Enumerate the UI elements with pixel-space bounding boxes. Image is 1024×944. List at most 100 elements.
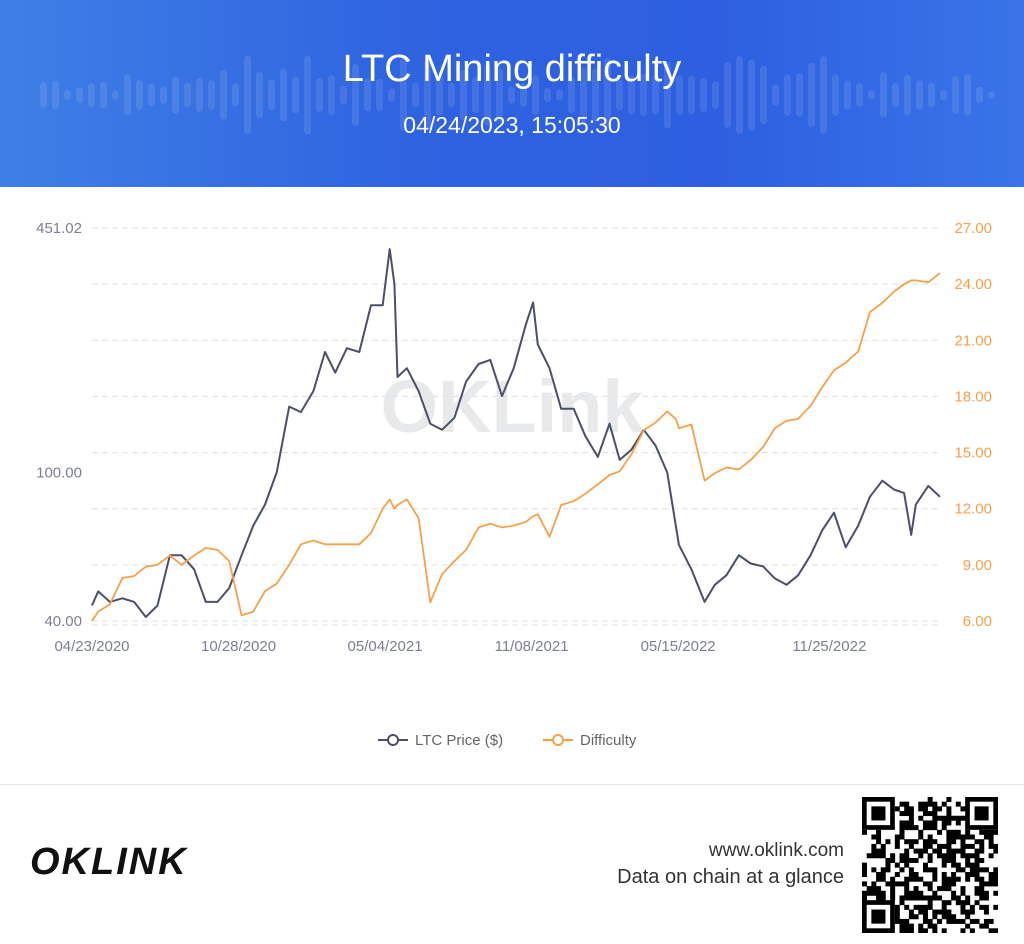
qr-module <box>937 909 943 915</box>
qr-module <box>894 834 900 840</box>
qr-module <box>965 895 971 901</box>
qr-module <box>880 876 886 882</box>
qr-module <box>941 914 947 920</box>
qr-module <box>871 853 877 859</box>
x-tick-label: 10/28/2020 <box>201 638 276 655</box>
qr-module <box>946 829 952 835</box>
decorative-bar <box>520 83 527 107</box>
qr-module <box>918 834 924 840</box>
qr-module <box>993 829 998 835</box>
decorative-bar <box>220 70 227 120</box>
qr-module <box>899 853 905 859</box>
decorative-bar <box>568 76 575 114</box>
decorative-bar <box>232 83 239 107</box>
qr-module <box>908 806 914 812</box>
qr-module <box>918 848 924 854</box>
qr-module <box>918 829 924 835</box>
qr-module <box>913 848 919 854</box>
qr-module <box>960 918 966 924</box>
qr-module <box>908 909 914 915</box>
qr-module <box>988 834 994 840</box>
qr-module <box>894 918 900 924</box>
qr-module <box>922 867 928 873</box>
decorative-bar <box>460 69 467 121</box>
qr-module <box>880 848 886 854</box>
decorative-bar <box>448 82 455 108</box>
decorative-bar <box>652 75 659 115</box>
qr-module <box>932 839 938 845</box>
qr-module <box>918 904 924 910</box>
timestamp: 04/24/2023, 15:05:30 <box>403 112 621 138</box>
decorative-bar <box>256 71 263 119</box>
qr-module <box>927 820 933 826</box>
qr-module <box>904 820 910 826</box>
decorative-bar <box>724 62 731 128</box>
qr-module <box>960 886 966 892</box>
qr-module <box>969 834 975 840</box>
qr-module <box>904 881 910 887</box>
qr-module <box>862 895 867 901</box>
right-tick-label: 12.00 <box>954 501 992 518</box>
qr-module <box>932 895 938 901</box>
right-tick-label: 21.00 <box>954 332 992 349</box>
qr-module <box>965 853 971 859</box>
x-tick-label: 05/15/2022 <box>641 638 716 655</box>
qr-module <box>871 848 877 854</box>
qr-module <box>908 843 914 849</box>
qr-module <box>908 895 914 901</box>
decorative-bar <box>124 74 131 116</box>
qr-module <box>876 872 882 878</box>
qr-module <box>899 801 905 807</box>
qr-module <box>918 890 924 896</box>
qr-module <box>965 862 971 868</box>
qr-module <box>880 890 886 896</box>
qr-module <box>894 839 900 845</box>
qr-module <box>983 867 989 873</box>
right-tick-label: 27.00 <box>954 220 992 237</box>
qr-module <box>927 811 933 817</box>
qr-module <box>960 815 966 821</box>
qr-module <box>908 811 914 817</box>
page-title: LTC Mining difficulty <box>342 48 682 90</box>
qr-module <box>894 862 900 868</box>
qr-module <box>927 923 933 929</box>
qr-module <box>969 867 975 873</box>
qr-module <box>946 848 952 854</box>
qr-module <box>941 872 947 878</box>
decorative-bar <box>604 57 611 133</box>
qr-module <box>904 904 910 910</box>
decorative-bar <box>532 75 539 115</box>
qr-module <box>913 857 919 863</box>
decorative-bar <box>844 80 851 110</box>
qr-module <box>904 862 910 868</box>
qr-module <box>908 876 914 882</box>
qr-module <box>932 825 938 831</box>
legend-label: Difficulty <box>580 732 637 749</box>
qr-module <box>960 848 966 854</box>
qr-module <box>894 881 900 887</box>
decorative-bar <box>496 68 503 122</box>
legend-label: LTC Price ($) <box>415 732 503 749</box>
tagline: Data on chain at a glance <box>617 866 844 888</box>
qr-module <box>927 801 933 807</box>
right-tick-label: 6.00 <box>963 613 992 630</box>
decorative-bar <box>832 74 839 116</box>
decorative-bar <box>40 82 47 108</box>
qr-module <box>988 881 994 887</box>
qr-module <box>908 914 914 920</box>
qr-module <box>866 890 872 896</box>
qr-module <box>899 895 905 901</box>
decorative-bar <box>88 83 95 107</box>
qr-module <box>983 904 989 910</box>
qr-module <box>908 928 914 933</box>
qr-module <box>932 815 938 821</box>
qr-module <box>908 872 914 878</box>
qr-module <box>988 918 994 924</box>
decorative-bar <box>940 89 947 101</box>
qr-module <box>927 797 933 802</box>
qr-module <box>876 848 882 854</box>
decorative-bar <box>952 76 959 114</box>
qr-module <box>965 843 971 849</box>
qr-module <box>988 928 994 933</box>
site-url[interactable]: www.oklink.com <box>708 840 844 861</box>
